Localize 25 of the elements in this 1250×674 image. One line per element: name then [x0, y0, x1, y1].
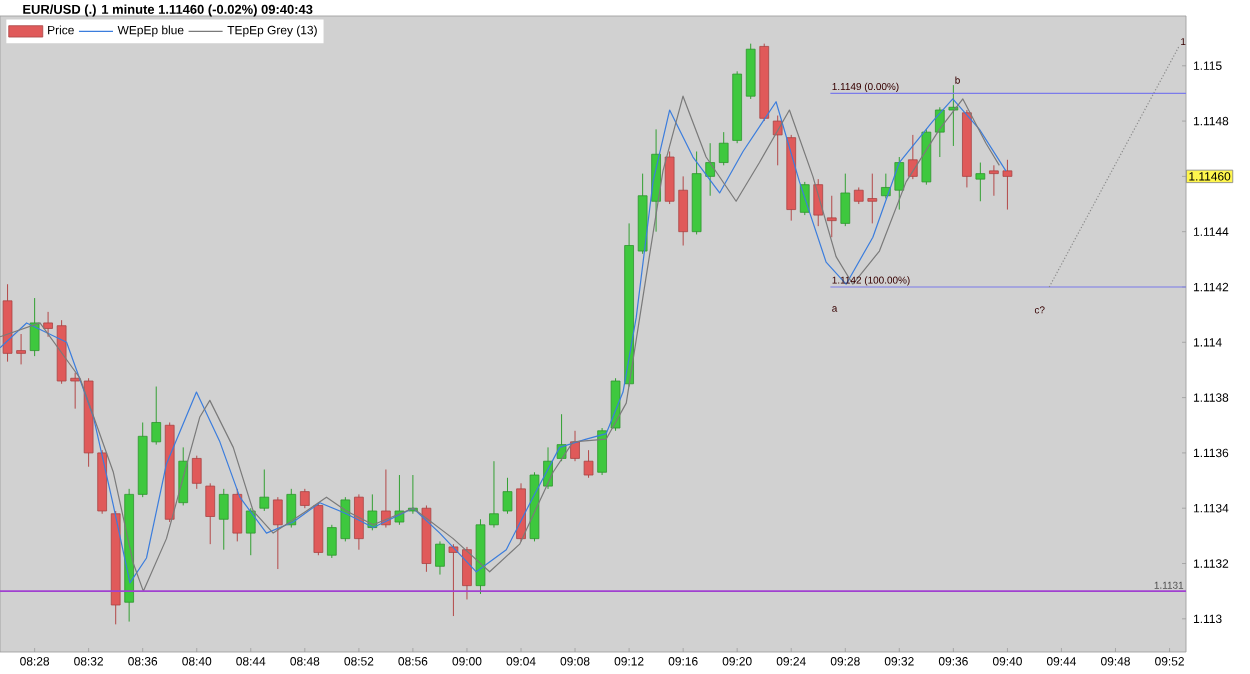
candlestick — [286, 488, 297, 529]
candlestick — [570, 430, 580, 462]
candlestick — [435, 540, 445, 576]
candlestick — [840, 173, 851, 227]
candlestick — [826, 195, 837, 238]
candlestick — [583, 449, 594, 479]
candlestick — [299, 488, 310, 509]
candlestick — [502, 477, 513, 515]
candlestick — [907, 134, 918, 180]
candlestick — [191, 455, 202, 490]
candlestick — [718, 131, 729, 166]
candlestick — [29, 297, 40, 357]
candlestick — [178, 446, 189, 506]
candlestick — [354, 493, 364, 551]
candlestick — [313, 502, 324, 556]
candlestick — [272, 496, 283, 570]
candlestick — [218, 488, 229, 551]
candlestick — [975, 162, 986, 202]
candlestick — [232, 488, 243, 542]
candlestick — [245, 507, 256, 556]
candlestick — [259, 468, 270, 512]
candlestick — [43, 311, 53, 338]
candlestick — [205, 482, 216, 545]
candlestick — [745, 43, 756, 100]
candlestick — [597, 427, 607, 476]
